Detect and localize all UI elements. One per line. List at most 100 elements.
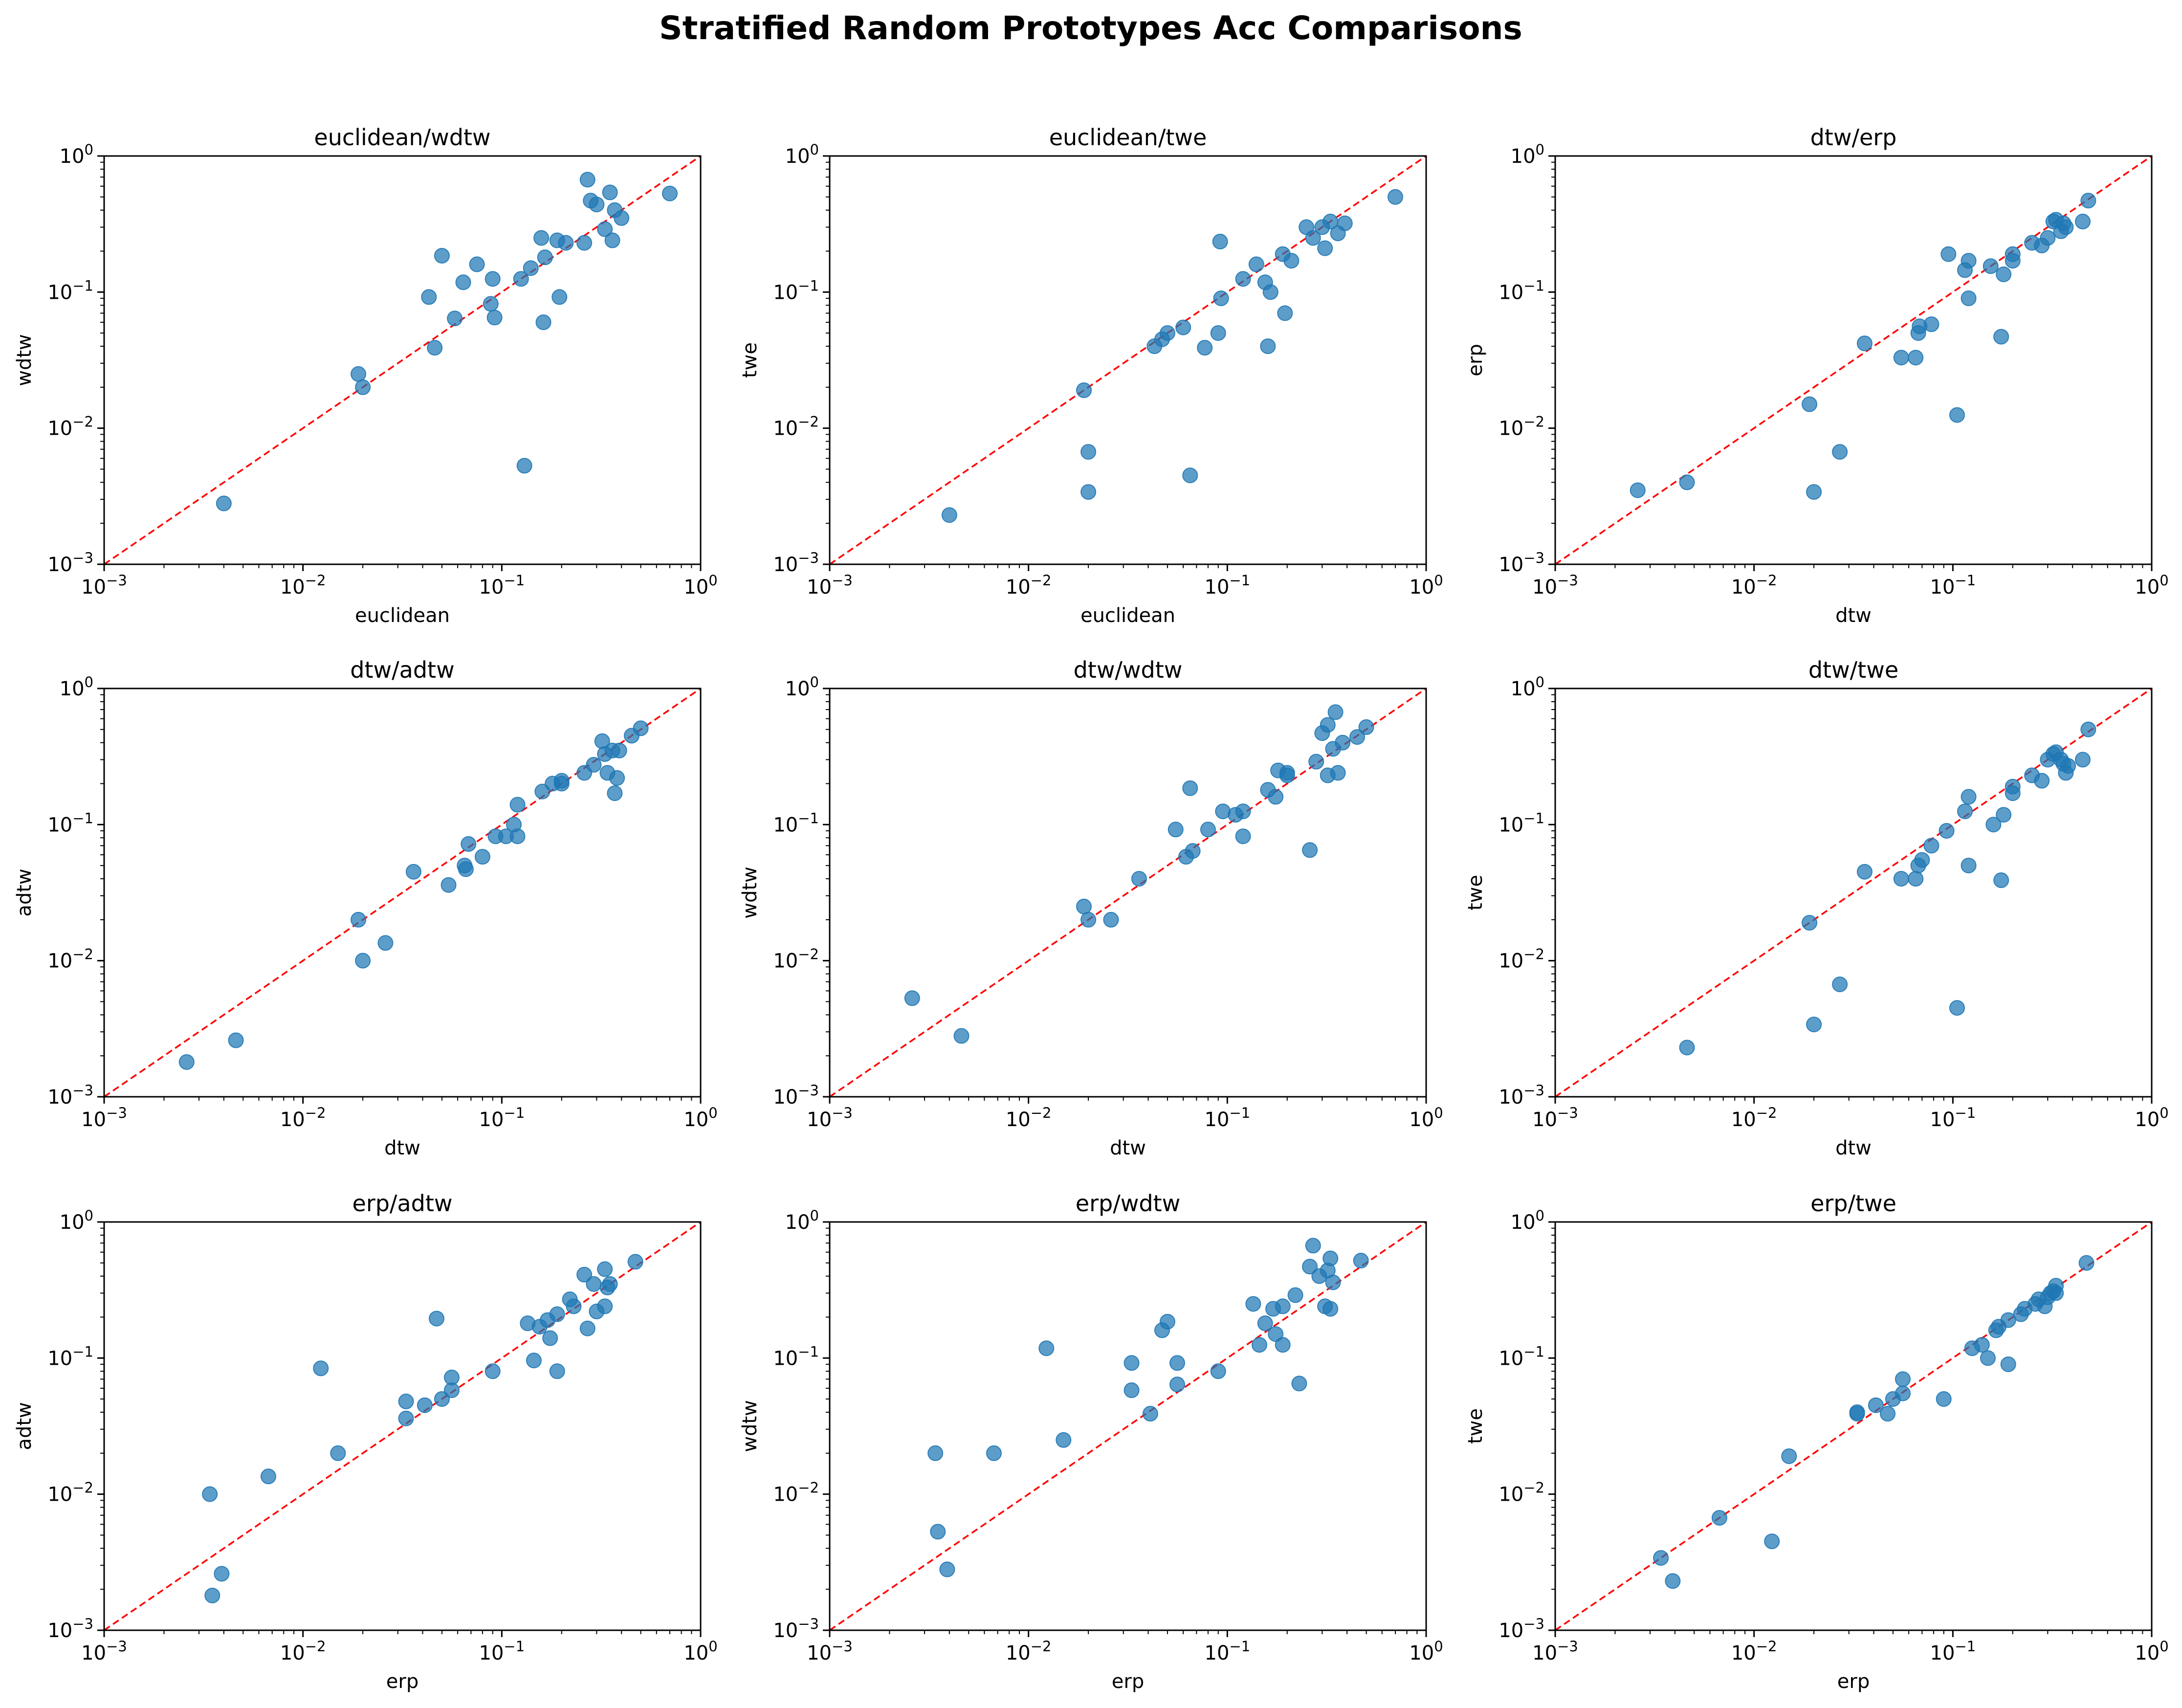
data-point [1268, 1326, 1284, 1342]
x-tick-label: 10−2 [1731, 1105, 1777, 1131]
data-point [204, 1587, 220, 1603]
x-axis-label: erp [386, 1670, 419, 1693]
panel-title: erp/wdtw [1076, 1190, 1180, 1217]
data-point [1961, 290, 1977, 307]
data-point [953, 1028, 970, 1044]
y-tick-label: 10−1 [47, 277, 93, 304]
data-point [1802, 396, 1818, 412]
data-point [1197, 340, 1213, 356]
data-point [398, 1410, 414, 1426]
data-point [486, 310, 503, 326]
x-tick-label: 10−3 [1532, 572, 1578, 599]
data-point [941, 507, 957, 523]
data-point [1210, 325, 1226, 341]
scatter-panel: dtw/adtw 10−310−3 10−2 10−2 10−1 10−1 100 100 dt… [13, 657, 718, 1159]
data-point [421, 289, 437, 305]
scatter-panel: euclidean/wdtw 10−310−3 10−2 10−2 10−1 10−1 10… [13, 124, 718, 627]
y-tick-label: 10−3 [773, 1082, 819, 1109]
y-axis-label: wdtw [13, 334, 36, 386]
data-point [633, 720, 649, 736]
y-tick-label: 100 [785, 1207, 819, 1234]
axes-frame [829, 1221, 1427, 1631]
data-point [313, 1360, 329, 1376]
x-tick-label: 10−2 [1006, 1638, 1052, 1664]
data-point [1949, 407, 1965, 423]
y-tick-label: 10−2 [773, 946, 819, 973]
reference-line [1555, 155, 2152, 565]
data-point [485, 1363, 501, 1379]
data-point [576, 235, 593, 251]
data-point [1893, 871, 1909, 887]
data-point [355, 379, 371, 395]
data-point [2000, 1356, 2016, 1373]
y-tick-label: 10−1 [773, 277, 819, 304]
data-point [579, 1320, 595, 1336]
data-point [1235, 828, 1251, 844]
data-point [614, 210, 630, 226]
data-point [1993, 329, 2009, 345]
data-point [1388, 189, 1404, 205]
data-point [1235, 803, 1251, 820]
axes-frame [1554, 688, 2153, 1098]
reference-line [104, 688, 701, 1098]
data-point [1349, 729, 1365, 745]
data-point [1262, 284, 1278, 300]
data-point [576, 1266, 593, 1283]
data-point [1961, 253, 1977, 269]
y-tick-label: 10−3 [1499, 1082, 1544, 1109]
data-point [1182, 467, 1198, 484]
scatter-panel: erp/twe 10−310−3 10−2 10−2 10−1 10−1 100 100 erp… [1464, 1190, 2169, 1693]
y-tick-label: 10−3 [773, 550, 819, 576]
data-point [2000, 1312, 2016, 1328]
x-tick-label: 10−1 [1930, 572, 1976, 599]
x-tick-label: 10−1 [479, 572, 525, 599]
data-point [549, 1363, 565, 1379]
x-axis-label: dtw [1835, 1137, 1872, 1159]
reference-line [829, 155, 1427, 565]
x-axis-label: erp [1112, 1670, 1144, 1693]
data-point [398, 1394, 414, 1410]
data-point [1665, 1573, 1681, 1589]
panel-title: dtw/adtw [350, 657, 454, 683]
data-point [377, 935, 394, 951]
y-tick-label: 10−2 [1499, 414, 1544, 440]
axes-frame [1554, 1221, 2153, 1631]
y-tick-label: 10−3 [773, 1616, 819, 1642]
y-tick-label: 10−3 [47, 1616, 93, 1642]
data-point [1335, 734, 1351, 751]
data-point [597, 221, 613, 237]
x-tick-label: 10−1 [1205, 572, 1251, 599]
data-point [202, 1486, 218, 1502]
panel-title: euclidean/twe [1049, 124, 1207, 151]
data-point [443, 1382, 460, 1398]
data-point [586, 1276, 602, 1292]
y-tick-label: 100 [1511, 1207, 1544, 1234]
scatter-grid: euclidean/wdtw 10−3 10−3 10−2 10−2 10−1 10−1 10… [13, 124, 2169, 1693]
data-point [1868, 1397, 1884, 1413]
data-point [461, 836, 477, 852]
data-point [1080, 484, 1097, 500]
data-point [1985, 817, 2002, 833]
data-point [1076, 898, 1092, 914]
data-point [1802, 915, 1818, 931]
data-point [1159, 1313, 1175, 1330]
reference-line [104, 1221, 701, 1631]
y-tick-label: 10−1 [773, 1343, 819, 1370]
data-point [1330, 765, 1346, 781]
data-point [2074, 752, 2091, 768]
y-tick-label: 10−2 [47, 946, 93, 973]
data-point [1957, 803, 1973, 820]
data-point [1923, 838, 1940, 854]
data-point [1169, 1355, 1185, 1371]
y-tick-label: 100 [60, 1207, 93, 1234]
data-point [214, 1566, 230, 1582]
data-point [542, 1330, 558, 1346]
data-point [1832, 976, 1848, 993]
data-point [2058, 219, 2074, 235]
panel-title: euclidean/wdtw [314, 124, 490, 151]
reference-line [1555, 688, 2152, 1098]
data-point [1142, 1406, 1158, 1422]
data-point [1245, 1296, 1261, 1312]
y-tick-label: 10−3 [1499, 1616, 1544, 1642]
data-point [549, 1306, 565, 1322]
